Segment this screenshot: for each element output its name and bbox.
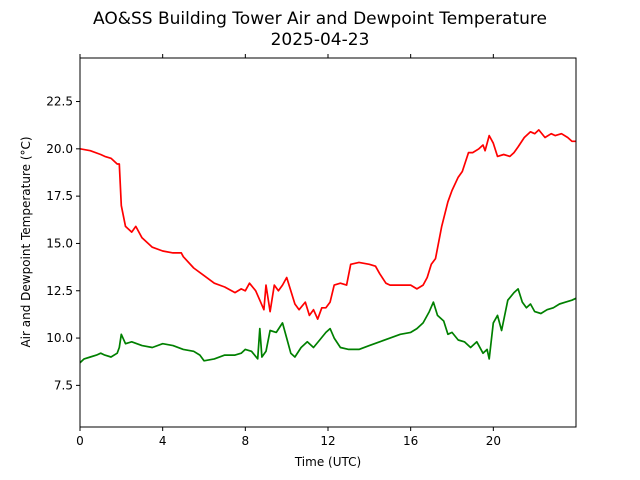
x-tick-label: 20 — [486, 434, 501, 448]
x-tick-label: 12 — [320, 434, 335, 448]
chart-title: AO&SS Building Tower Air and Dewpoint Te… — [93, 9, 547, 29]
y-tick-label: 12.5 — [46, 284, 73, 298]
y-axis-label: Air and Dewpoint Temperature (°C) — [19, 136, 33, 347]
x-axis: 0 4 8 12 16 20 — [76, 54, 501, 448]
x-tick-label: 16 — [403, 434, 418, 448]
series-line-0 — [80, 129, 576, 320]
x-tick-label: 4 — [159, 434, 167, 448]
y-tick-label: 17.5 — [46, 189, 73, 203]
chart-subtitle: 2025-04-23 — [271, 30, 370, 50]
series-line-1 — [80, 288, 576, 364]
y-tick-label: 22.5 — [46, 95, 73, 109]
y-tick-label: 15.0 — [46, 236, 73, 250]
x-tick-label: 0 — [76, 434, 84, 448]
series-layer — [80, 129, 576, 364]
x-axis-label: Time (UTC) — [294, 455, 361, 469]
y-tick-label: 7.5 — [54, 378, 73, 392]
plot-frame — [79, 57, 577, 428]
y-tick-label: 10.0 — [46, 331, 73, 345]
x-tick-label: 8 — [242, 434, 250, 448]
y-tick-label: 20.0 — [46, 142, 73, 156]
y-axis: 7.5 10.0 12.5 15.0 17.5 20.0 22.5 — [46, 95, 80, 392]
